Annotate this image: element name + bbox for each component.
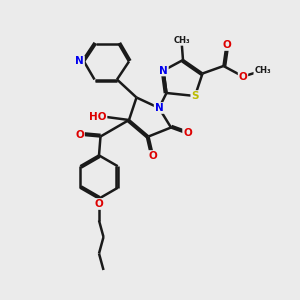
Text: HO: HO	[89, 112, 106, 122]
Text: N: N	[75, 56, 84, 67]
Text: O: O	[94, 199, 103, 209]
Text: O: O	[222, 40, 231, 50]
Text: O: O	[183, 128, 192, 139]
Text: CH₃: CH₃	[254, 66, 271, 75]
Text: N: N	[154, 103, 164, 113]
Text: S: S	[191, 91, 199, 101]
Text: O: O	[148, 151, 158, 161]
Text: CH₃: CH₃	[173, 36, 190, 45]
Text: N: N	[159, 65, 168, 76]
Text: O: O	[238, 71, 247, 82]
Text: O: O	[75, 130, 84, 140]
